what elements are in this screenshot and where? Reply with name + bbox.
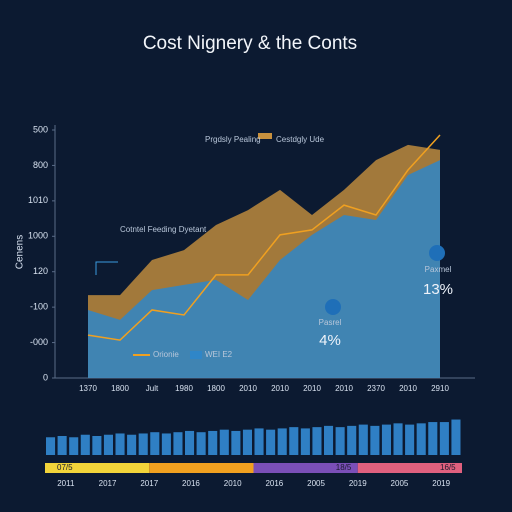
bar [161,433,171,455]
bar [80,434,90,455]
y-tick-label: 0 [43,372,48,382]
segment [357,463,462,473]
y-tick-label: 120 [33,266,48,276]
segment [45,463,150,473]
annotation-value: 4% [319,332,341,349]
y-axis-label: Cenens [15,235,26,269]
bar [254,428,264,455]
annotation-value: 13% [423,281,453,298]
x-tick-label: 1980 [175,384,193,393]
x-tick-label: 2005 [391,479,409,488]
x-tick-label: 1370 [79,384,97,393]
chart-title: Cost Nignery & the Conts [143,33,357,54]
annotation: Prgdsly Pealing [205,135,261,144]
x-tick-label: 2019 [349,479,367,488]
legend-label: WEI E2 [205,350,233,359]
bar [196,432,206,455]
bar [300,428,310,455]
bar [231,430,241,455]
y-tick-label: -100 [30,302,48,312]
segment-label: 16/5 [440,463,456,472]
bar [115,433,125,455]
area [88,160,440,378]
bar [127,434,137,455]
x-tick-label: 2010 [271,384,289,393]
y-tick-label: 800 [33,160,48,170]
bar [451,419,461,455]
y-tick-label: 1010 [28,195,48,205]
annotation-icon [429,245,445,261]
bar [266,429,276,455]
bar [439,422,449,455]
x-tick-label: 2017 [99,479,117,488]
x-tick-label: 2005 [307,479,325,488]
legend-label: Orionie [153,350,179,359]
y-tick-label: 500 [33,124,48,134]
x-tick-label: 2017 [140,479,158,488]
legend-swatch [190,351,202,359]
x-tick-label: Jult [146,384,159,393]
x-tick-label: 2016 [265,479,283,488]
bar [416,423,426,455]
bar [242,429,252,455]
bar [405,424,415,455]
bar [57,436,67,455]
annotation: Pasrel [319,318,342,327]
line [87,134,441,341]
x-tick-label: 2910 [431,384,449,393]
bar [312,427,322,455]
bar [208,430,218,455]
bar [173,432,183,455]
bar [381,424,391,455]
x-tick-label: 2010 [303,384,321,393]
annotation-icon [325,299,341,315]
y-tick-label: -000 [30,337,48,347]
bar [150,432,160,455]
legend-swatch [258,133,272,139]
x-tick-label: 1800 [111,384,129,393]
bar [277,428,287,455]
bar [46,437,56,455]
bar [335,427,345,455]
bar [92,436,102,455]
x-tick-label: 2010 [224,479,242,488]
x-tick-label: 2010 [239,384,257,393]
x-tick-label: 2011 [57,479,75,488]
x-tick-label: 2016 [182,479,200,488]
x-tick-label: 2010 [399,384,417,393]
bar [428,422,438,455]
bar [324,425,334,455]
bar [289,427,299,455]
bar [393,423,403,455]
x-tick-label: 2019 [432,479,450,488]
segment [253,463,358,473]
segment [149,463,254,473]
bar [370,425,380,455]
x-tick-label: 2010 [335,384,353,393]
segment-label: 07/5 [57,463,73,472]
bar [69,437,79,455]
bar [358,424,368,455]
legend-label: Cestdgly Ude [276,135,325,144]
bar [138,433,148,455]
segment-label: 18/5 [336,463,352,472]
bar [185,430,195,455]
x-tick-label: 2370 [367,384,385,393]
bar [219,429,229,455]
bar [347,425,357,455]
annotation: Cotntel Feeding Dyetant [120,225,207,234]
annotation-arrow [95,261,118,275]
annotation: Paxmel [425,265,452,274]
bar [103,434,113,455]
x-tick-label: 1800 [207,384,225,393]
y-tick-label: 1000 [28,231,48,241]
